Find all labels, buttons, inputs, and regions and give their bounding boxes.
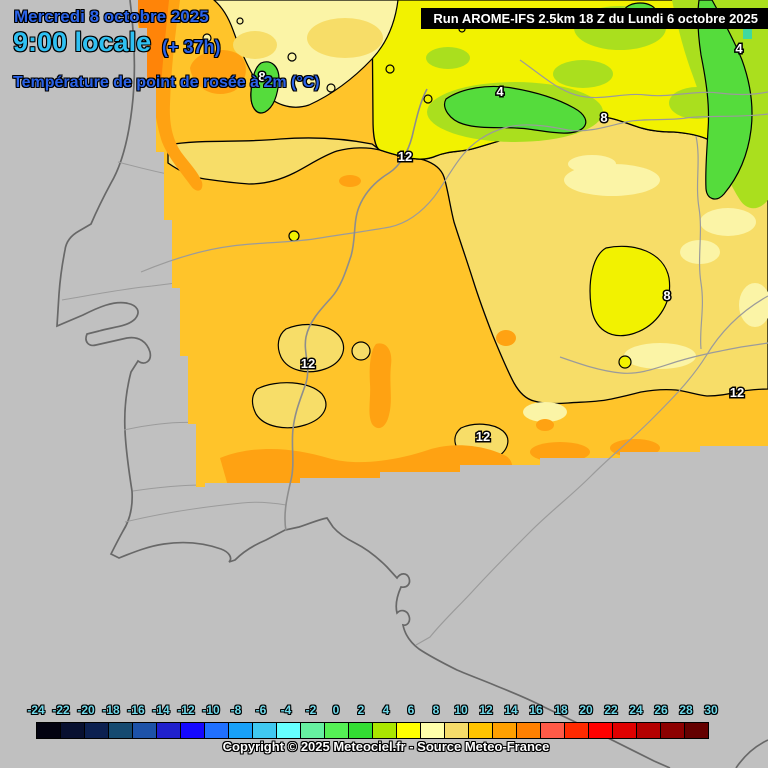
contour-label: 4 bbox=[735, 41, 743, 56]
forecast-time: 9:00 locale bbox=[13, 27, 152, 57]
forecast-date: Mercredi 8 octobre 2025 bbox=[14, 7, 209, 26]
country-border bbox=[284, 88, 428, 532]
coastline bbox=[56, 0, 768, 768]
contour-labels: 8 4 8 12 4 8 12 12 12 bbox=[257, 40, 746, 446]
contour-label: 4 bbox=[496, 84, 504, 99]
model-run-banner: Run AROME-IFS 2.5km 18 Z du Lundi 6 octo… bbox=[421, 8, 768, 29]
rivers bbox=[140, 59, 768, 646]
cream-patches bbox=[523, 155, 768, 422]
contour-islands bbox=[202, 17, 671, 462]
contour-label: 8 bbox=[663, 288, 670, 303]
teal-patch bbox=[743, 26, 752, 39]
copyright-text: Copyright © 2025 Meteociel.fr - Source M… bbox=[222, 739, 550, 754]
dark-orange-edge bbox=[138, 0, 169, 86]
contour-label: 12 bbox=[301, 356, 315, 371]
forecast-offset: (+ 37h) bbox=[162, 37, 221, 57]
palegold-inner bbox=[233, 18, 383, 59]
contour-label: 8 bbox=[600, 110, 607, 125]
contour-label: 12 bbox=[730, 385, 744, 400]
contour-label: 12 bbox=[398, 149, 412, 164]
contour-label: 12 bbox=[476, 429, 490, 444]
parameter-title: Température de point de rosée à 2m (°C) bbox=[13, 74, 320, 91]
contour-label: 8 bbox=[258, 69, 265, 84]
